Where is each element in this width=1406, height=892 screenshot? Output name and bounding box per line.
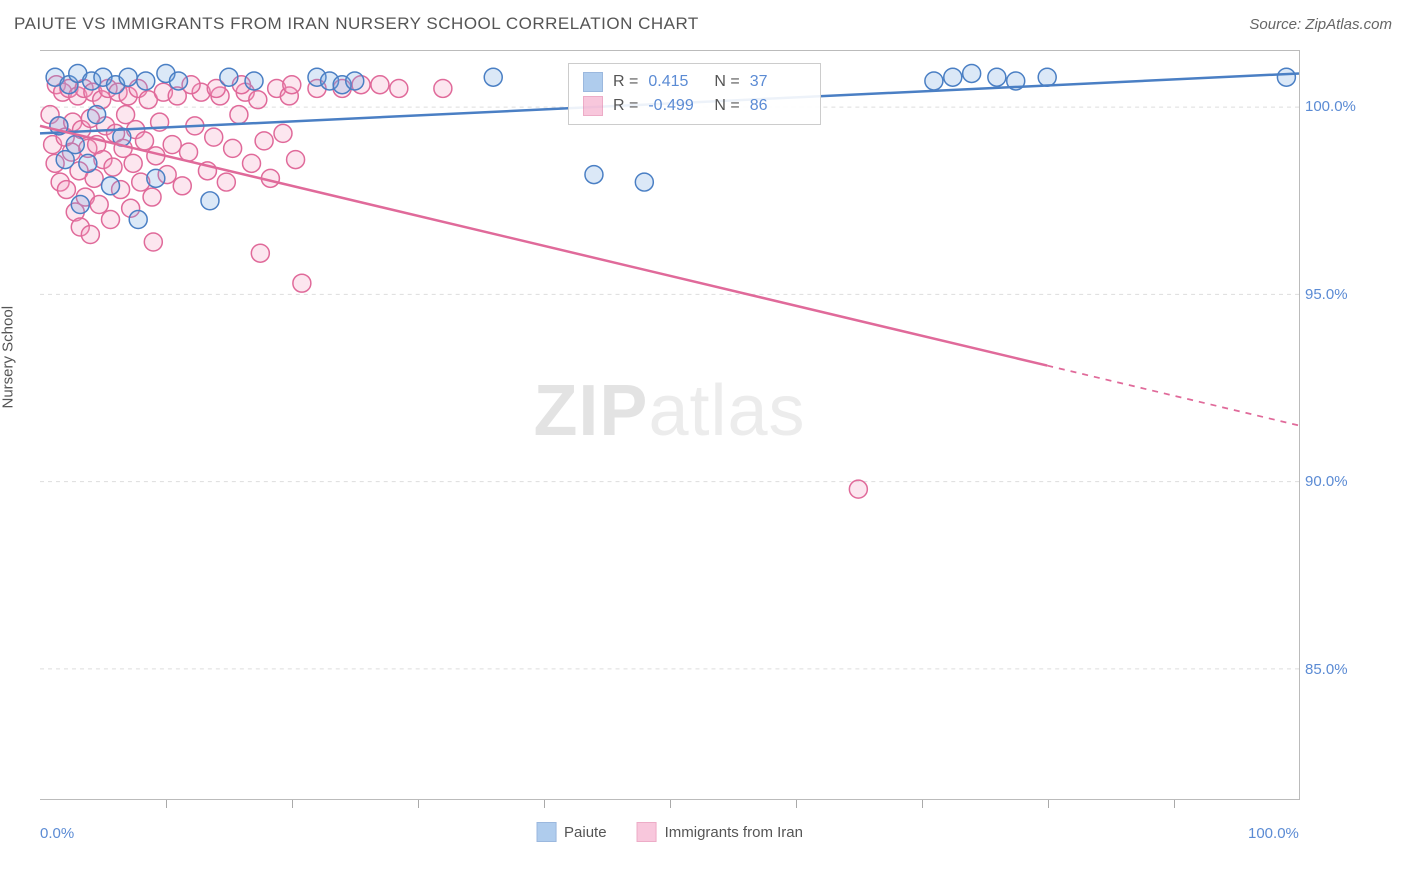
scatter-svg [40,51,1299,800]
x-minor-tick [1174,800,1175,808]
x-tick-label: 0.0% [40,825,74,842]
x-minor-tick [796,800,797,808]
x-minor-tick [166,800,167,808]
legend: Paiute Immigrants from Iran [536,822,803,842]
x-minor-tick [544,800,545,808]
x-minor-tick [922,800,923,808]
legend-label-paiute: Paiute [564,824,607,841]
x-minor-tick [1048,800,1049,808]
chart-plot-area: ZIPatlas R = 0.415 N = 37 R = -0.499 N =… [40,50,1300,800]
y-tick-label: 95.0% [1305,286,1385,303]
y-tick-label: 90.0% [1305,473,1385,490]
stats-row-paiute: R = 0.415 N = 37 [583,70,806,94]
x-minor-tick [292,800,293,808]
legend-item-paiute: Paiute [536,822,607,842]
x-minor-tick [670,800,671,808]
swatch-paiute [583,72,603,92]
chart-source: Source: ZipAtlas.com [1249,16,1392,33]
swatch-iran [583,96,603,116]
stats-row-iran: R = -0.499 N = 86 [583,94,806,118]
legend-swatch-iran [637,822,657,842]
chart-header: PAIUTE VS IMMIGRANTS FROM IRAN NURSERY S… [14,14,1392,34]
legend-item-iran: Immigrants from Iran [637,822,803,842]
legend-swatch-paiute [536,822,556,842]
chart-title: PAIUTE VS IMMIGRANTS FROM IRAN NURSERY S… [14,14,699,34]
y-tick-label: 100.0% [1305,98,1385,115]
x-minor-tick [418,800,419,808]
correlation-stats-box: R = 0.415 N = 37 R = -0.499 N = 86 [568,63,821,125]
x-tick-label: 100.0% [1248,825,1299,842]
y-axis-label: Nursery School [0,306,17,409]
y-tick-label: 85.0% [1305,661,1385,678]
legend-label-iran: Immigrants from Iran [665,824,803,841]
